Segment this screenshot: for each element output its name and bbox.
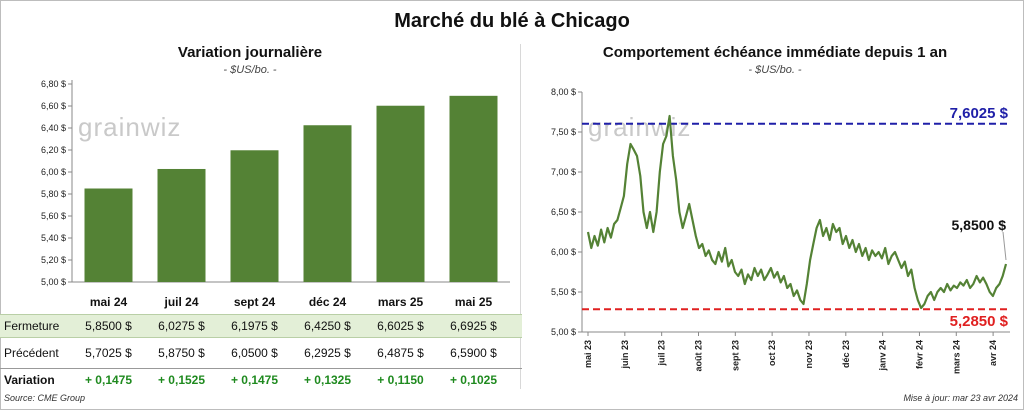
bar-y-tick-label: 6,40 $ — [41, 123, 66, 133]
bar-3 — [303, 125, 352, 282]
line-x-tick-label: août 23 — [693, 340, 703, 372]
line-y-tick-label: 8,00 $ — [551, 87, 576, 97]
bar-y-tick-label: 6,60 $ — [41, 101, 66, 111]
table-cell-close: 6,6925 $ — [450, 319, 497, 333]
line-x-tick-label: févr 24 — [914, 340, 924, 369]
watermark-right: grainwiz — [588, 112, 692, 142]
line-x-tick-label: déc 23 — [841, 340, 851, 368]
bar-category-label: mai 25 — [455, 295, 493, 309]
bar-y-tick-label: 5,60 $ — [41, 211, 66, 221]
line-x-tick-label: avr 24 — [988, 340, 998, 366]
table-row-variation: Variation + 0,1475 + 0,1525 + 0,1475 + 0,13… — [0, 368, 522, 391]
bar-chart: 5,00 $ 5,20 $ 5,40 $ 5,60 $ 5,80 $ 6,00 $ 6,20… — [41, 79, 510, 309]
bar-1 — [157, 168, 206, 282]
price-series-line — [586, 114, 1008, 310]
table-cell-close: 6,4250 $ — [304, 319, 351, 333]
table-row-previous: Précédent 5,7025 $ 5,8750 $ 6,0500 $ 6,2925… — [0, 342, 522, 364]
table-cell-prev: 6,0500 $ — [231, 346, 278, 360]
bar-y-tick-label: 5,20 $ — [41, 255, 66, 265]
row-label-close: Fermeture — [4, 319, 60, 333]
update-note: Mise à jour: mar 23 avr 2024 — [903, 393, 1018, 403]
table-cell-prev: 6,5900 $ — [450, 346, 497, 360]
bar-category-label: mars 25 — [378, 295, 424, 309]
bar-y-tick-label: 6,80 $ — [41, 79, 66, 89]
table-cell-prev: 5,8750 $ — [158, 346, 205, 360]
source-note: Source: CME Group — [4, 393, 86, 403]
table-cell-var: + 0,1325 — [303, 373, 352, 387]
line-x-tick-label: mars 24 — [951, 340, 961, 374]
table-cell-prev: 6,2925 $ — [304, 346, 351, 360]
bar-category-label: déc 24 — [309, 295, 347, 309]
table-row-close: Fermeture 5,8500 $ 6,0275 $ 6,1975 $ 6,4250… — [0, 314, 522, 338]
table-cell-var: + 0,1475 — [230, 373, 279, 387]
bar-y-tick-label: 5,80 $ — [41, 189, 66, 199]
bar-y-tick-label: 5,40 $ — [41, 233, 66, 243]
line-y-tick-label: 6,00 $ — [551, 247, 576, 257]
line-x-tick-label: nov 23 — [804, 340, 814, 369]
line-y-tick-label: 6,50 $ — [551, 207, 576, 217]
table-cell-close: 6,0275 $ — [158, 319, 205, 333]
table-cell-close: 6,1975 $ — [231, 319, 278, 333]
bar-y-tick-label: 6,20 $ — [41, 145, 66, 155]
left-panel-subtitle: - $US/bo. - — [223, 64, 277, 76]
table-cell-var: + 0,1150 — [377, 373, 424, 387]
table-cell-prev: 6,4875 $ — [377, 346, 424, 360]
line-x-tick-label: janv 24 — [878, 340, 888, 372]
bar-4 — [376, 105, 425, 282]
line-y-tick-label: 7,50 $ — [551, 127, 576, 137]
row-label-previous: Précédent — [4, 346, 59, 360]
line-x-tick-label: mai 23 — [583, 340, 593, 368]
bar-category-label: mai 24 — [90, 295, 128, 309]
table-cell-prev: 5,7025 $ — [85, 346, 132, 360]
row-label-variation: Variation — [4, 373, 55, 387]
low-label: 5,2850 $ — [950, 313, 1009, 330]
high-label: 7,6025 $ — [950, 105, 1009, 122]
right-panel-subtitle: - $US/bo. - — [748, 64, 802, 76]
bar-0 — [84, 188, 133, 282]
last-value-leader — [1002, 231, 1007, 261]
line-x-tick-label: sept 23 — [730, 340, 740, 371]
line-x-tick-label: juil 23 — [657, 340, 667, 367]
table-cell-close: 5,8500 $ — [85, 319, 132, 333]
line-x-tick-label: juin 23 — [620, 340, 630, 370]
line-x-tick-label: oct 23 — [767, 340, 777, 366]
bar-category-label: sept 24 — [234, 295, 276, 309]
table-cell-var: + 0,1525 — [157, 373, 206, 387]
left-panel-title: Variation journalière — [177, 44, 323, 61]
bar-y-tick-label: 6,00 $ — [41, 167, 66, 177]
table-cell-close: 6,6025 $ — [377, 319, 424, 333]
table-cell-var: + 0,1025 — [449, 373, 498, 387]
table-cell-var: + 0,1475 — [84, 373, 133, 387]
panel-divider — [520, 44, 521, 389]
line-y-tick-label: 5,50 $ — [551, 287, 576, 297]
watermark-left: grainwiz — [78, 112, 182, 142]
right-panel-title: Comportement échéance immédiate depuis 1… — [602, 44, 948, 61]
bar-2 — [230, 150, 279, 282]
line-y-tick-label: 5,00 $ — [551, 327, 576, 337]
bar-category-label: juil 24 — [163, 295, 198, 309]
last-value-label: 5,8500 $ — [952, 217, 1007, 233]
main-title: Marché du blé à Chicago — [394, 10, 630, 32]
bar-y-tick-label: 5,00 $ — [41, 277, 66, 287]
line-y-tick-label: 7,00 $ — [551, 167, 576, 177]
bar-5 — [449, 95, 498, 282]
